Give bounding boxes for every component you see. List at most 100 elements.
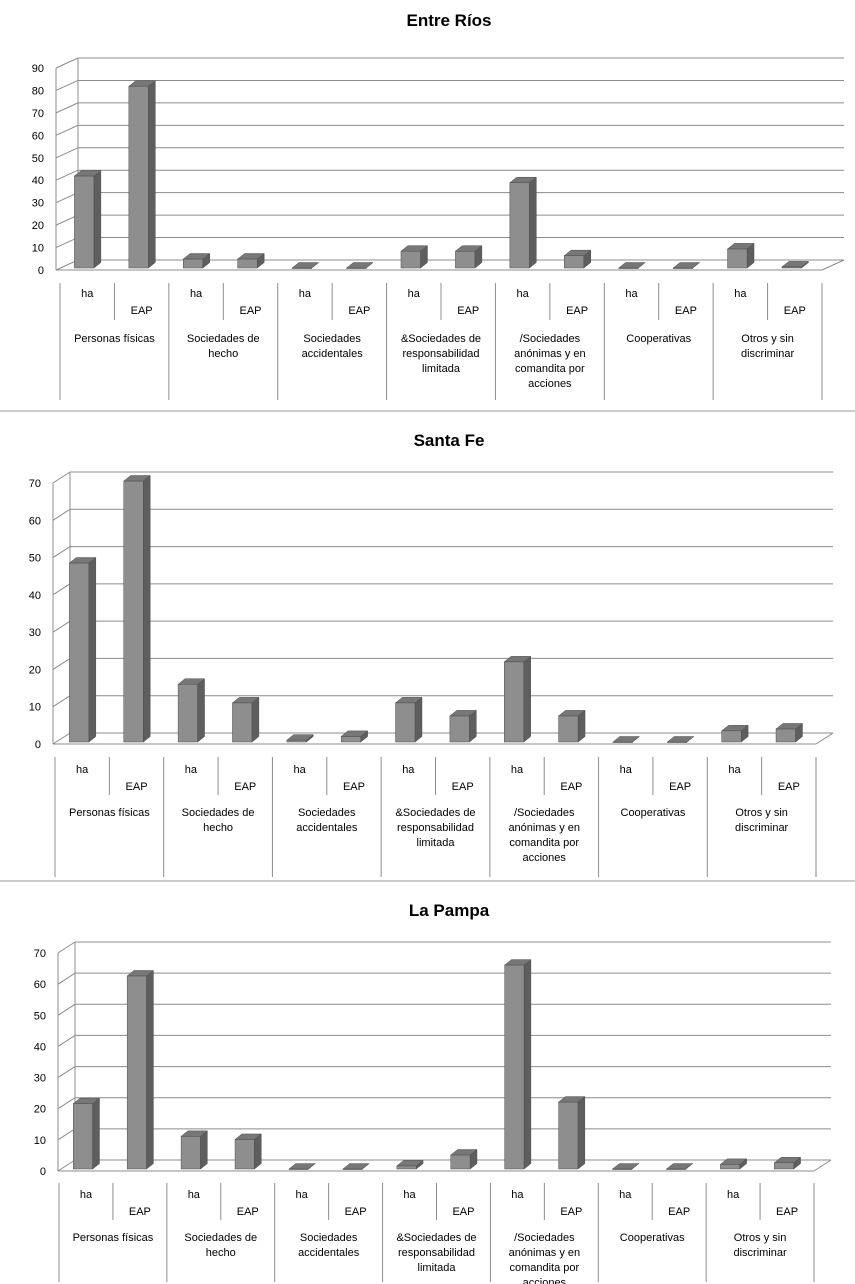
sub-label-eap: EAP xyxy=(129,1206,151,1218)
grid-connector xyxy=(57,1066,76,1078)
bar-1-ha xyxy=(182,253,211,269)
grid-connector xyxy=(55,79,79,91)
chart-santa-fe: Santa Fe 0 10 20 30 40 50 60 70 ha EAP Personas fís… xyxy=(0,431,855,882)
category-label-line: acciones xyxy=(523,1277,567,1284)
bar-side xyxy=(200,1130,208,1170)
grid-connector xyxy=(52,620,71,633)
bar-front xyxy=(775,728,796,743)
category-label: Sociedades accidentales xyxy=(302,333,364,360)
category-label-line: Personas físicas xyxy=(74,333,155,345)
y-tick-label: 50 xyxy=(34,1010,46,1022)
bar-top xyxy=(231,697,260,704)
bar-0-ha xyxy=(68,557,97,743)
bar-4-ha xyxy=(503,655,532,743)
bar-side xyxy=(577,1096,586,1170)
category-label-line: accidentales xyxy=(302,348,364,360)
bar-front xyxy=(396,1165,417,1170)
category-label-line: limitada xyxy=(417,837,456,849)
category-label-line: discriminar xyxy=(733,1247,787,1259)
category-label: Otros y sin discriminar xyxy=(735,807,789,834)
y-tick-label: 10 xyxy=(32,243,44,255)
bar-side xyxy=(146,969,154,1170)
bar-1-eap xyxy=(236,253,265,269)
category-label: &Sociedades de responsabilidad limitada xyxy=(396,1232,476,1274)
bar-1-ha xyxy=(180,1130,209,1170)
sub-label-ha: ha xyxy=(619,1189,632,1201)
category-label-line: responsabilidad xyxy=(398,1247,475,1259)
bar-top xyxy=(288,1163,316,1170)
sub-label-ha: ha xyxy=(188,1189,201,1201)
bar-top xyxy=(400,245,429,252)
bar-side xyxy=(251,696,260,743)
bar-2-ha xyxy=(288,1163,316,1170)
grid-connector xyxy=(52,471,71,484)
category-label-line: Personas físicas xyxy=(73,1232,154,1244)
category-label: Sociedades de hecho xyxy=(184,1232,257,1259)
grid-connector xyxy=(57,1159,76,1172)
bar-top xyxy=(563,249,592,256)
bar-front xyxy=(558,715,579,743)
bar-3-ha xyxy=(400,245,429,269)
bar-2-eap xyxy=(342,1163,370,1170)
sub-label-ha: ha xyxy=(734,288,747,300)
y-tick-label: 60 xyxy=(34,979,46,991)
bar-top xyxy=(180,1130,209,1137)
y-tick-label: 80 xyxy=(32,85,44,97)
grid-connector xyxy=(52,695,71,708)
category-label-line: Otros y sin xyxy=(734,1232,787,1244)
bar-front xyxy=(234,1139,255,1170)
bar-front xyxy=(509,182,530,269)
category-label-line: Otros y sin xyxy=(735,807,788,819)
category-label: Sociedades accidentales xyxy=(298,1232,360,1259)
sub-label-ha: ha xyxy=(80,1189,93,1201)
bar-top xyxy=(68,557,97,564)
category-label: Otros y sin discriminar xyxy=(741,333,795,360)
sub-label-ha: ha xyxy=(403,1189,416,1201)
bar-side xyxy=(143,475,151,743)
grid-connector xyxy=(52,546,71,558)
bar-top xyxy=(557,710,586,717)
bar-top xyxy=(726,243,755,250)
grid-connector xyxy=(52,508,71,521)
category-label-line: /Sociedades xyxy=(514,807,575,819)
bar-top xyxy=(773,1157,802,1164)
bar-6-ha xyxy=(719,1158,748,1170)
category-label-line: /Sociedades xyxy=(520,333,581,345)
bar-top xyxy=(449,710,478,717)
category-label-line: /Sociedades xyxy=(514,1232,575,1244)
bar-side xyxy=(93,169,102,269)
bar-side xyxy=(414,696,423,743)
bar-front xyxy=(558,1101,579,1170)
bar-front xyxy=(128,85,149,269)
grid-connector xyxy=(57,1003,76,1016)
bar-6-eap xyxy=(773,1156,802,1170)
bar-top xyxy=(345,262,374,269)
category-label: Otros y sin discriminar xyxy=(733,1232,787,1259)
category-label: /Sociedades anónimas y en comandita por acc… xyxy=(514,333,586,390)
sub-label-eap: EAP xyxy=(126,781,148,793)
bar-front xyxy=(232,702,253,743)
category-label: Cooperativas xyxy=(620,1232,685,1244)
bar-top xyxy=(503,959,532,966)
bar-front xyxy=(177,683,198,743)
bar-5-ha xyxy=(611,1163,640,1170)
sub-label-eap: EAP xyxy=(457,305,479,317)
category-label-line: anónimas y en xyxy=(509,1247,581,1259)
bar-side xyxy=(523,655,531,743)
category-label-line: acciones xyxy=(523,852,567,864)
grid-connector xyxy=(57,1035,76,1047)
category-label-line: comandita por xyxy=(515,363,585,375)
bar-top xyxy=(720,725,749,732)
floor-right-edge xyxy=(821,259,845,271)
bar-4-ha xyxy=(503,959,532,1170)
bar-6-eap xyxy=(781,260,810,269)
category-label-line: Sociedades xyxy=(300,1232,358,1244)
bar-0-eap xyxy=(128,80,157,269)
bar-2-ha xyxy=(291,262,320,269)
category-label: &Sociedades de responsabilidad limitada xyxy=(395,807,475,849)
sub-label-ha: ha xyxy=(511,1189,524,1201)
sub-label-ha: ha xyxy=(728,764,741,776)
bar-top xyxy=(672,262,701,269)
bar-top xyxy=(286,734,314,741)
sub-label-eap: EAP xyxy=(234,781,256,793)
